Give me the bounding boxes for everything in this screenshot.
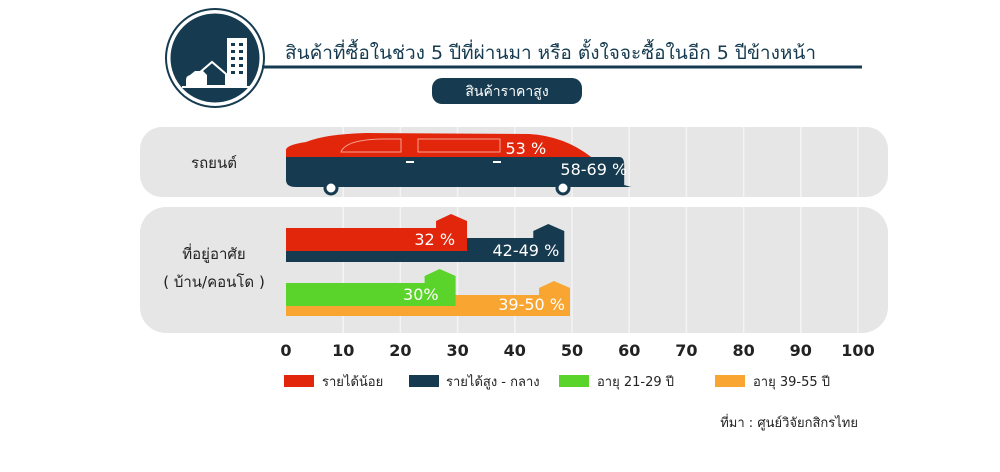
legend-swatch-age-39-55 (715, 375, 745, 387)
bar-housing-age-21-29 (286, 269, 456, 306)
x-tick-label: 60 (618, 341, 640, 360)
data-label: 58-69 % (560, 160, 627, 179)
data-label: 42-49 % (492, 241, 559, 260)
legend-label: รายได้น้อย (322, 374, 383, 390)
car-window (340, 138, 402, 153)
data-label: 32 % (414, 230, 455, 249)
car-window (417, 138, 501, 153)
bar-car-high-mid-income (286, 157, 632, 187)
car-wheel (323, 180, 339, 196)
legend-label: รายได้สูง - กลาง (446, 374, 540, 390)
subtitle-pill (432, 78, 582, 104)
car-door-handle (406, 161, 414, 163)
x-tick-label: 0 (280, 341, 291, 360)
car-wheel (555, 180, 571, 196)
legend-swatch-age-21-29 (559, 375, 589, 387)
x-tick-label: 80 (732, 341, 754, 360)
source-note: ที่มา : ศูนย์วิจัยกสิกรไทย (720, 414, 858, 431)
legend-label: อายุ 39-55 ปี (753, 374, 830, 390)
legend-swatch-low-income (284, 375, 314, 387)
data-label: 53 % (506, 139, 547, 158)
x-tick-label: 90 (790, 341, 812, 360)
legend-swatch-high-mid-income (409, 375, 439, 387)
data-label: 39-50 % (498, 295, 565, 314)
chart-title: สินค้าที่ซื้อในช่วง 5 ปีที่ผ่านมา หรือ ต… (285, 39, 816, 64)
data-label: 30% (403, 285, 439, 304)
x-tick-label: 20 (389, 341, 411, 360)
x-tick-label: 10 (332, 341, 354, 360)
bar-car-low-income (286, 133, 592, 157)
bar-housing-low-income (286, 214, 468, 251)
category-label-housing-sub: ( บ้าน/คอนโด ) (163, 273, 265, 291)
car-door-handle (493, 161, 501, 163)
x-tick-label: 40 (504, 341, 526, 360)
chart-subtitle: สินค้าราคาสูง (465, 84, 548, 100)
x-tick-label: 70 (675, 341, 697, 360)
x-tick-label: 30 (446, 341, 468, 360)
legend-label: อายุ 21-29 ปี (597, 374, 674, 390)
city-building-house-car-icon (165, 8, 265, 108)
category-label-car: รถยนต์ (191, 154, 237, 172)
category-label-housing: ที่อยู่อาศัย (182, 243, 245, 263)
x-tick-label: 100 (841, 341, 874, 360)
x-tick-label: 50 (561, 341, 583, 360)
